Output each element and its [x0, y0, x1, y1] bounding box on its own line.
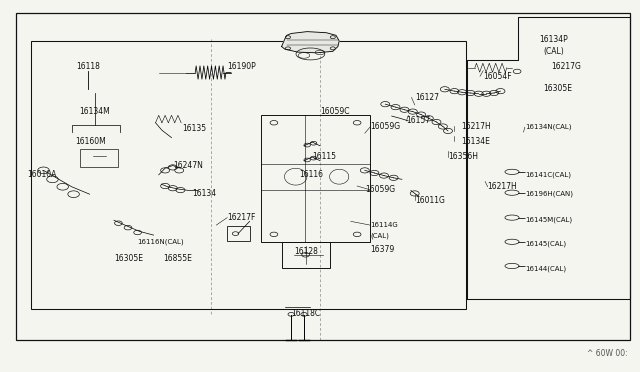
Text: 16116: 16116	[300, 170, 324, 179]
Bar	[282, 242, 330, 268]
Text: 16134N(CAL): 16134N(CAL)	[525, 124, 572, 131]
Text: 16134E: 16134E	[461, 137, 490, 146]
Text: 16115: 16115	[312, 152, 337, 161]
Text: 16305E: 16305E	[114, 254, 143, 263]
Text: 16855E: 16855E	[163, 254, 192, 263]
Text: 16217G: 16217G	[552, 62, 582, 71]
Text: 16305E: 16305E	[543, 84, 572, 93]
Text: 16144(CAL): 16144(CAL)	[525, 265, 566, 272]
Text: 16059C: 16059C	[320, 107, 349, 116]
Bar	[261, 115, 370, 242]
Text: 16217F: 16217F	[227, 213, 255, 222]
Text: 16379: 16379	[370, 245, 394, 254]
Text: 16054F: 16054F	[483, 72, 512, 81]
Text: 16196H(CAN): 16196H(CAN)	[525, 191, 573, 198]
Text: 16116N(CAL): 16116N(CAL)	[138, 238, 184, 245]
Text: 16160M: 16160M	[76, 137, 106, 146]
Text: (CAL): (CAL)	[543, 47, 564, 56]
Text: 16010A: 16010A	[27, 170, 56, 179]
Text: 16145(CAL): 16145(CAL)	[525, 240, 566, 247]
Text: 16217H: 16217H	[488, 182, 517, 191]
Text: 16145M(CAL): 16145M(CAL)	[525, 217, 572, 224]
Text: 16157: 16157	[406, 116, 431, 125]
Text: 16011G: 16011G	[415, 196, 445, 205]
Text: 16217H: 16217H	[461, 122, 490, 131]
Text: 16114G: 16114G	[370, 222, 397, 228]
Text: 16134M: 16134M	[79, 107, 110, 116]
Text: 16135: 16135	[182, 124, 207, 133]
Text: (CAL): (CAL)	[370, 233, 388, 240]
Text: 16356H: 16356H	[448, 153, 478, 161]
Text: ^ 60W 00:: ^ 60W 00:	[587, 349, 627, 358]
Text: 16134: 16134	[192, 189, 216, 198]
Bar	[16, 13, 630, 340]
Text: 16247N: 16247N	[173, 161, 203, 170]
Text: 16059G: 16059G	[365, 185, 395, 194]
Bar	[31, 41, 466, 309]
Text: 16190P: 16190P	[227, 62, 256, 71]
Bar	[227, 226, 250, 241]
Text: 16128: 16128	[294, 247, 318, 256]
Text: 16118: 16118	[76, 62, 100, 71]
Bar	[80, 149, 118, 167]
Text: 16127: 16127	[415, 93, 439, 102]
Polygon shape	[282, 32, 339, 53]
Text: 16118C: 16118C	[291, 309, 321, 318]
Text: 16141C(CAL): 16141C(CAL)	[525, 171, 571, 178]
Text: 16134P: 16134P	[540, 35, 568, 44]
Text: 16059G: 16059G	[370, 122, 400, 131]
